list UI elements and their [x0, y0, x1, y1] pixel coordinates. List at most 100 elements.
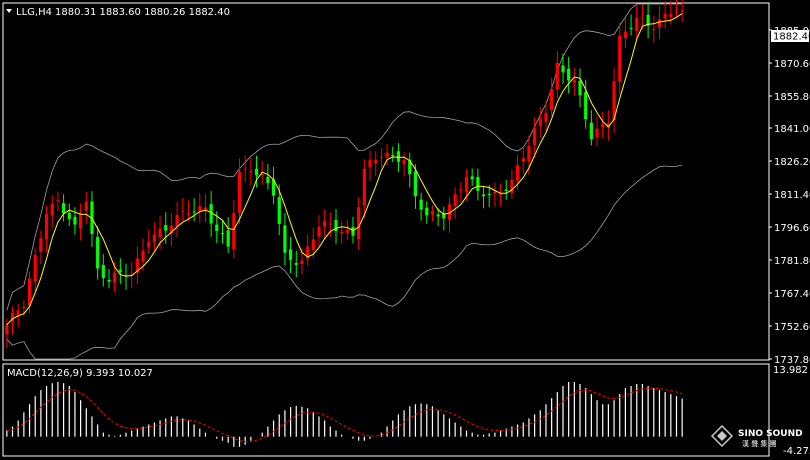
price-tick-label: 1737.80 [774, 355, 810, 366]
candle-body [169, 225, 174, 234]
candle-body [567, 68, 571, 81]
candle-body [351, 226, 355, 236]
price-pane-border [2, 2, 770, 361]
candle-body [249, 171, 253, 173]
macd-histogram [6, 381, 683, 447]
candle-body [442, 213, 446, 219]
candle-body [561, 65, 565, 73]
price-axis: 1885.001870.601855.801841.001826.201811.… [769, 26, 810, 366]
candle-body [550, 89, 554, 110]
candle-body [300, 260, 304, 265]
candle-body [572, 80, 576, 83]
candle-body [311, 239, 315, 251]
ma-line [6, 13, 683, 326]
candle-body [39, 238, 43, 252]
candle-body [44, 213, 49, 240]
candle-body [79, 213, 83, 229]
candle-body [288, 249, 293, 260]
candle-body [73, 216, 77, 225]
candle-body [385, 152, 389, 158]
candle-body [623, 31, 628, 38]
candle-body [345, 230, 349, 233]
candle-body [101, 264, 105, 279]
current-price-value: 1882.40 [773, 32, 810, 43]
ohlc-readout: 1880.31 1883.60 1880.26 1882.40 [55, 7, 230, 18]
candle-body [521, 158, 525, 162]
candle-body [470, 176, 474, 180]
candle-body [243, 168, 247, 170]
macd-label: MACD(12,26,9) 9.393 10.027 [7, 368, 153, 379]
candle-body [504, 189, 508, 191]
candle-body [323, 220, 327, 227]
candle-body [198, 206, 202, 212]
candle-body [578, 80, 582, 96]
candle-body [464, 176, 469, 193]
brand-name: SINO SOUND [738, 429, 803, 439]
candle-body [61, 203, 66, 214]
candle-body [158, 228, 162, 238]
candle-body [306, 246, 310, 259]
candle-body [481, 194, 486, 197]
candle-body [135, 258, 139, 273]
candle-body [589, 122, 593, 140]
candle-body [141, 250, 145, 262]
candle-body [674, 10, 679, 12]
candle-body [362, 169, 366, 206]
candle-body [635, 18, 639, 32]
candle-body [680, 10, 684, 12]
candle-body [391, 154, 395, 156]
bollinger-bands [6, 3, 683, 360]
candle-body [447, 204, 452, 220]
candle-body [584, 92, 588, 120]
bollinger-upper-line [6, 3, 683, 311]
candle-body [657, 19, 662, 27]
triangle-down-icon[interactable] [6, 9, 12, 13]
candle-body [27, 278, 32, 306]
candle-body [203, 207, 208, 210]
candle-body [515, 165, 520, 181]
candle-body [152, 234, 156, 243]
candle-body [368, 160, 372, 168]
candle-body [175, 215, 179, 227]
candle-body [487, 193, 491, 195]
candle-body [652, 29, 656, 31]
candle-body [595, 128, 599, 138]
candle-body [555, 62, 559, 90]
candle-body [22, 306, 26, 309]
candle-body [84, 201, 88, 211]
candle-body [669, 13, 673, 18]
candle-body [277, 197, 281, 225]
candle-body [453, 194, 457, 207]
candle-body [16, 310, 20, 317]
diamond-logo-inner-icon [717, 431, 727, 441]
macd-signal-line [6, 387, 683, 443]
candle-body [317, 226, 321, 237]
candle-body [430, 211, 435, 215]
price-tick-label: 1767.40 [774, 289, 810, 300]
indicator-pane-border [2, 363, 770, 457]
candle-body [527, 146, 531, 162]
price-tick-label: 1855.80 [774, 92, 810, 103]
candle-body [96, 236, 100, 269]
candle-body [510, 179, 514, 193]
candle-body [192, 211, 196, 213]
candlestick-series [5, 0, 684, 348]
candle-body [640, 17, 645, 19]
candle-body [612, 81, 616, 121]
candle-body [379, 156, 383, 158]
brand-subtitle: 漢 聲 集 團 [742, 439, 777, 448]
candle-body [374, 160, 378, 164]
diamond-logo-icon [710, 424, 734, 448]
candle-body [215, 224, 219, 232]
candle-body [5, 324, 9, 335]
candle-body [107, 279, 111, 282]
price-tick-label: 1781.80 [774, 256, 810, 267]
candle-body [232, 212, 236, 250]
signal-line [6, 387, 683, 443]
candle-body [413, 171, 418, 197]
candle-body [50, 203, 54, 216]
candle-body [493, 191, 497, 194]
candle-body [601, 124, 605, 128]
candle-body [629, 27, 633, 29]
